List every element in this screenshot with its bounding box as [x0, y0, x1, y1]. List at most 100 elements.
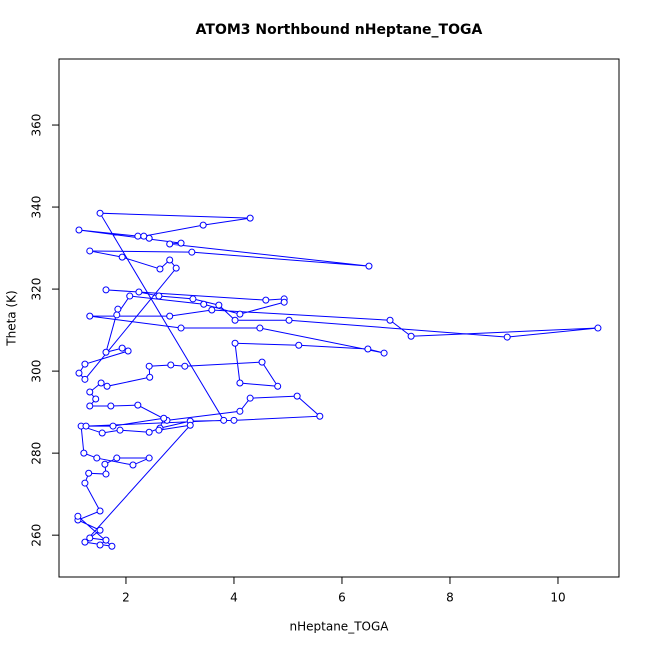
data-point: [167, 361, 175, 369]
data-point: [231, 339, 239, 347]
data-point: [81, 375, 89, 383]
x-tick-label: 6: [338, 591, 346, 605]
data-point: [156, 265, 164, 273]
data-point: [101, 460, 109, 468]
y-tick-label: 320: [30, 278, 44, 301]
data-point: [96, 507, 104, 515]
data-point: [256, 324, 264, 332]
data-point: [80, 449, 88, 457]
data-point: [114, 305, 122, 313]
data-point: [118, 344, 126, 352]
chart-title: ATOM3 Northbound nHeptane_TOGA: [196, 22, 483, 38]
data-point: [160, 414, 168, 422]
data-point: [155, 292, 163, 300]
data-point: [145, 428, 153, 436]
data-point: [236, 407, 244, 415]
data-point: [215, 301, 223, 309]
data-point: [407, 332, 415, 340]
data-point: [236, 379, 244, 387]
data-point: [92, 395, 100, 403]
data-point: [85, 469, 93, 477]
data-point: [74, 512, 82, 520]
data-point: [503, 333, 511, 341]
data-point: [126, 292, 134, 300]
data-point: [189, 295, 197, 303]
data-point: [280, 298, 288, 306]
data-point: [172, 264, 180, 272]
data-point: [75, 369, 83, 377]
data-point: [386, 316, 394, 324]
data-point: [186, 421, 194, 429]
data-point: [293, 392, 301, 400]
data-point: [82, 422, 90, 430]
data-point: [86, 247, 94, 255]
data-point: [86, 388, 94, 396]
data-point: [220, 416, 228, 424]
x-axis-label: nHeptane_TOGA: [290, 620, 390, 634]
data-point: [246, 394, 254, 402]
data-point: [135, 288, 143, 296]
x-tick-label: 8: [446, 591, 454, 605]
data-point: [75, 226, 83, 234]
data-point: [236, 310, 244, 318]
data-point: [262, 296, 270, 304]
data-point: [145, 454, 153, 462]
y-tick-label: 300: [30, 360, 44, 383]
data-point: [177, 324, 185, 332]
data-point: [81, 479, 89, 487]
data-point: [107, 402, 115, 410]
data-point: [98, 429, 106, 437]
data-point: [364, 345, 372, 353]
data-point: [258, 358, 266, 366]
data-point: [274, 382, 282, 390]
data-point: [116, 426, 124, 434]
data-point: [134, 232, 142, 240]
y-tick-label: 280: [30, 442, 44, 465]
data-point: [166, 312, 174, 320]
data-point: [86, 312, 94, 320]
data-point: [113, 454, 121, 462]
x-tick-label: 2: [122, 591, 130, 605]
y-tick-label: 360: [30, 114, 44, 137]
data-point: [166, 240, 174, 248]
y-tick-label: 340: [30, 196, 44, 219]
x-tick-label: 10: [550, 591, 565, 605]
data-point: [96, 526, 104, 534]
data-point: [134, 401, 142, 409]
data-point: [199, 221, 207, 229]
data-point: [96, 541, 104, 549]
data-point: [140, 232, 148, 240]
y-tick-label: 260: [30, 524, 44, 547]
data-point: [81, 360, 89, 368]
data-point: [129, 461, 137, 469]
data-point: [81, 538, 89, 546]
data-point: [166, 256, 174, 264]
data-point: [102, 470, 110, 478]
data-point: [109, 422, 117, 430]
data-point: [155, 426, 163, 434]
data-point: [285, 316, 293, 324]
data-point: [200, 300, 208, 308]
data-point: [365, 262, 373, 270]
data-point: [118, 253, 126, 261]
data-point: [145, 362, 153, 370]
data-point: [208, 306, 216, 314]
data-point: [113, 311, 121, 319]
data-line: [76, 212, 598, 547]
y-axis-label: Theta (K): [5, 290, 19, 346]
data-point: [380, 349, 388, 357]
data-point: [316, 412, 324, 420]
data-point: [86, 534, 94, 542]
data-point: [102, 348, 110, 356]
data-point: [124, 347, 132, 355]
data-point: [181, 362, 189, 370]
data-point: [102, 536, 110, 544]
data-point: [295, 341, 303, 349]
data-point: [246, 214, 254, 222]
data-point: [102, 286, 110, 294]
x-tick-label: 4: [230, 591, 238, 605]
data-point: [86, 402, 94, 410]
data-point: [97, 379, 105, 387]
